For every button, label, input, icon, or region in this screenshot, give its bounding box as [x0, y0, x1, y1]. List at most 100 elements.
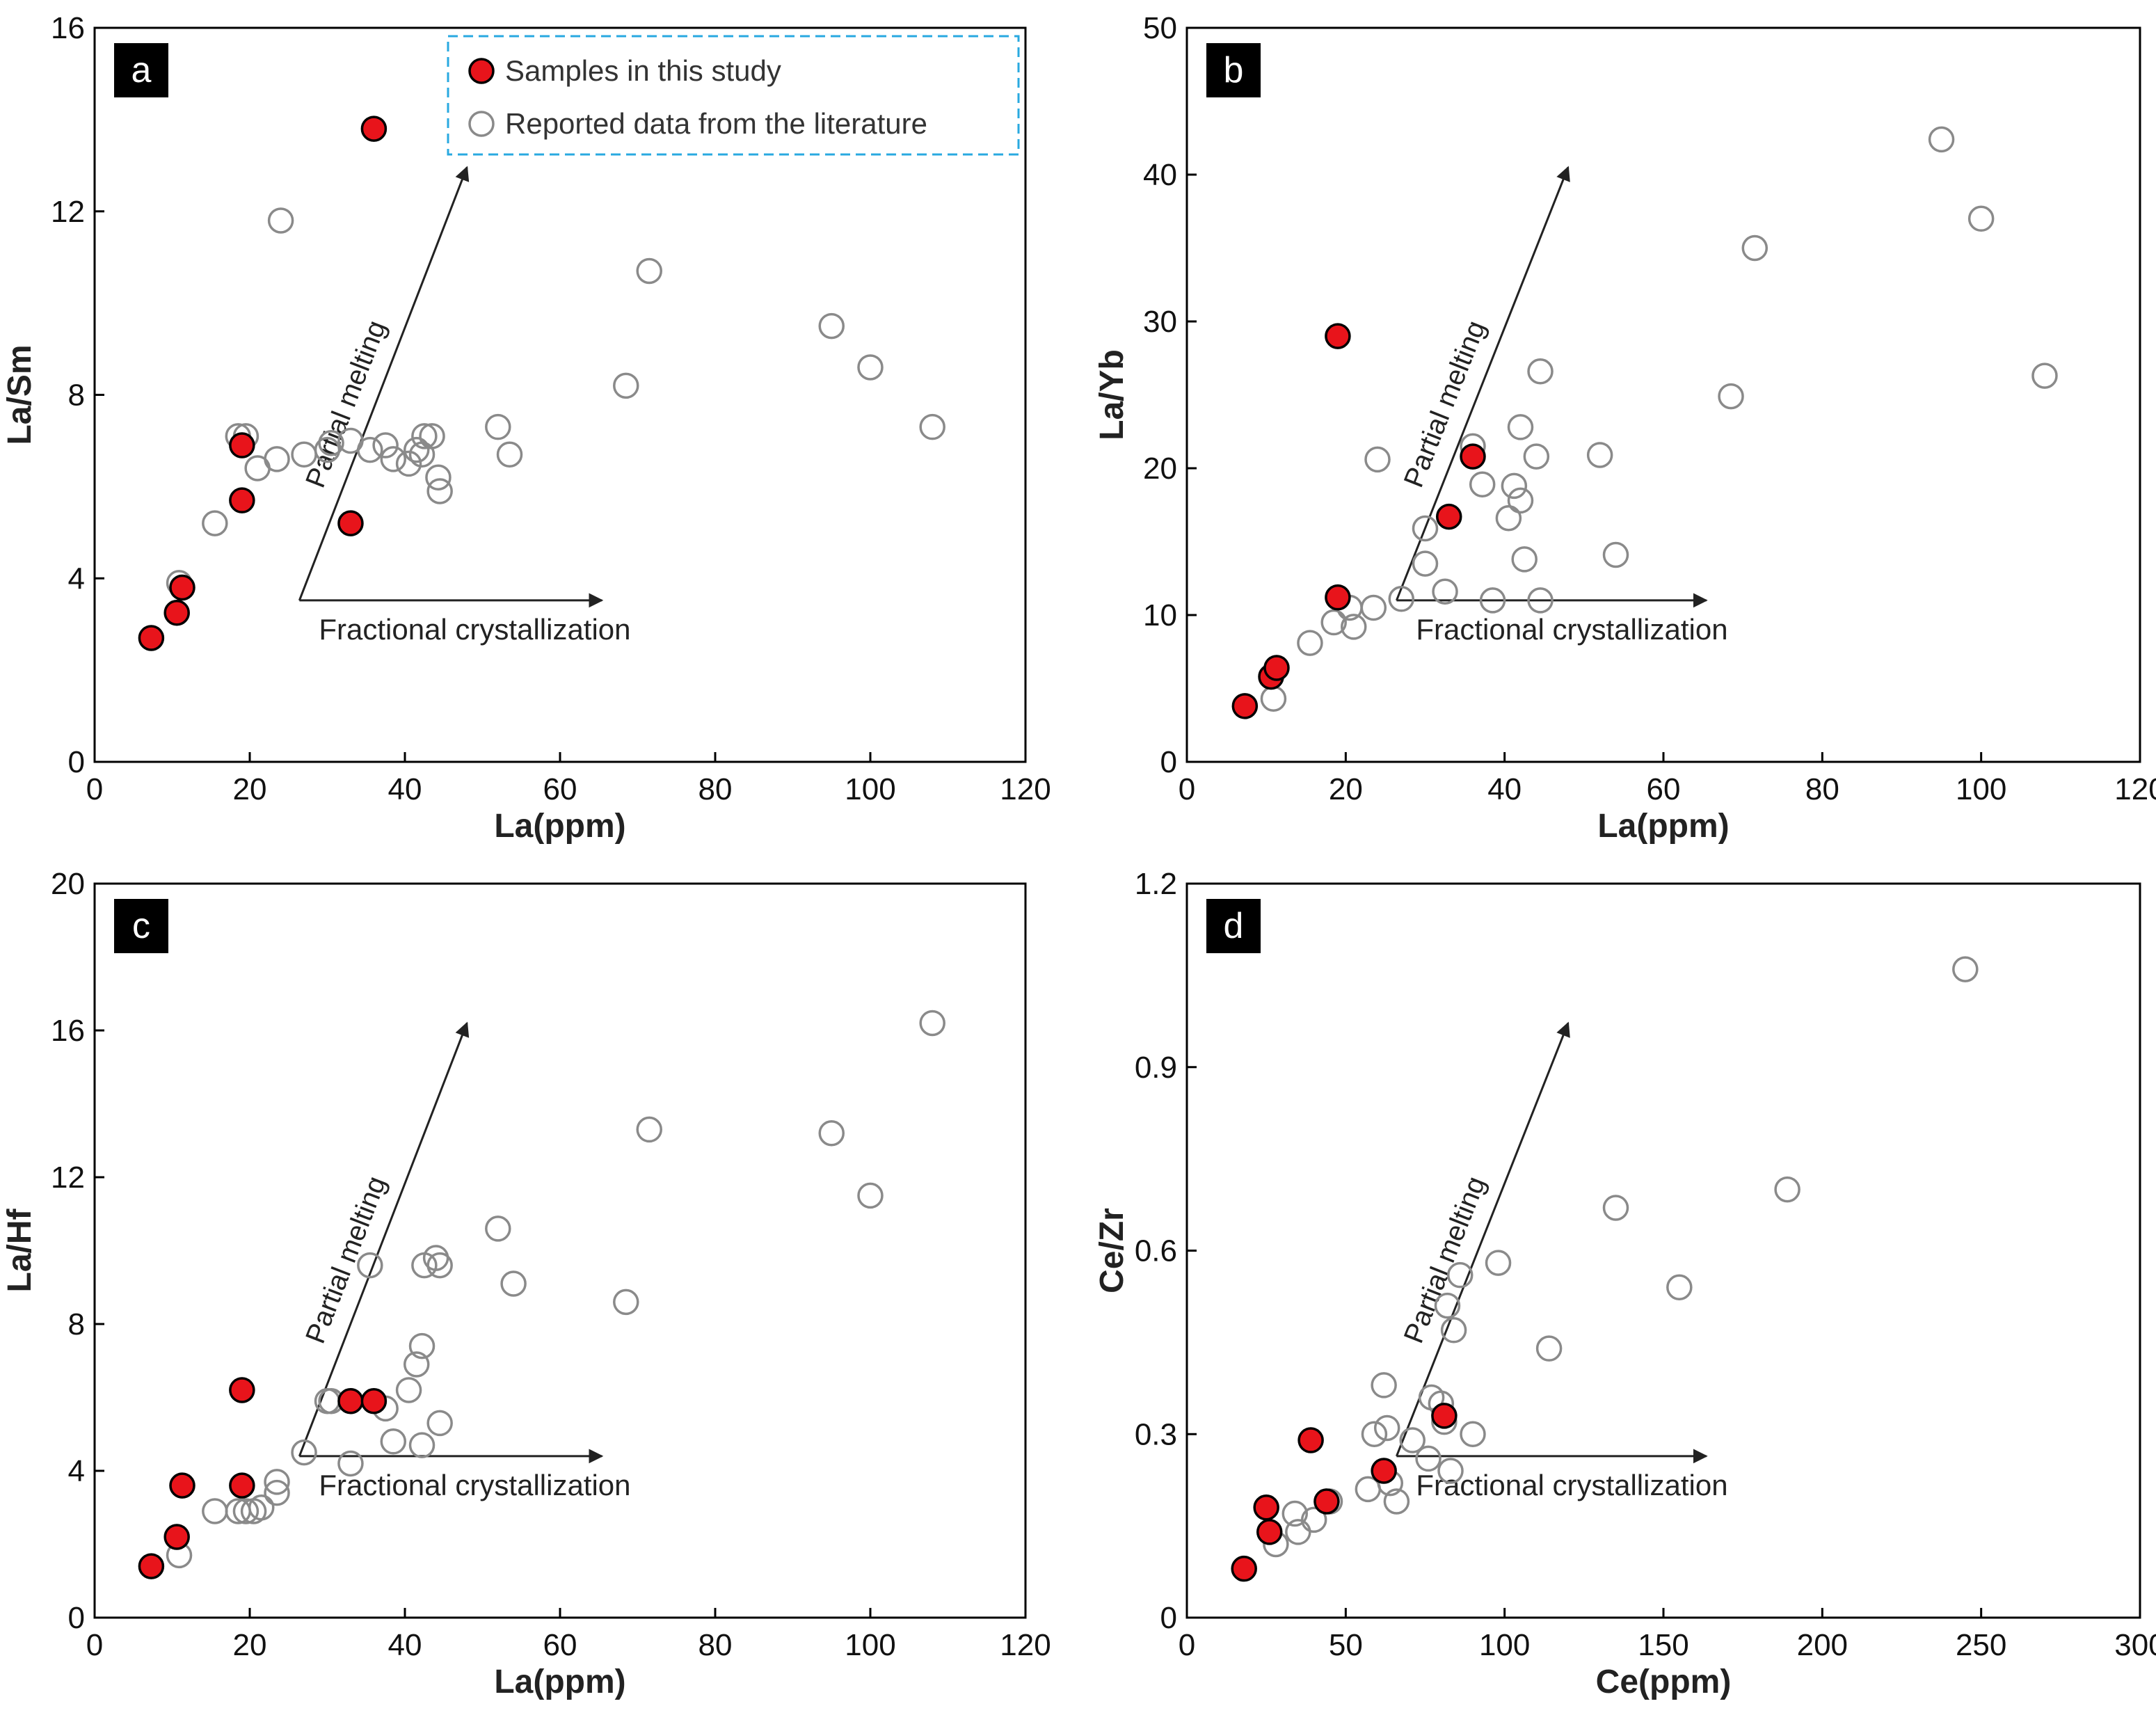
- partial-melting-arrow: [298, 1021, 470, 1457]
- y-tick-label: 0.9: [1135, 1051, 1177, 1085]
- y-axis-label: La/Yb: [1094, 349, 1131, 440]
- y-axis-label: La/Hf: [1, 1208, 38, 1292]
- literature-data-point: [202, 510, 228, 536]
- literature-data-point: [485, 1215, 511, 1242]
- literature-data-point: [248, 1494, 275, 1521]
- sample-data-point: [229, 487, 255, 513]
- fractional-crystallization-label: Fractional crystallization: [1416, 613, 1727, 646]
- y-tick-label: 20: [51, 867, 85, 901]
- y-tick-label: 0: [1160, 1601, 1177, 1635]
- literature-data-point: [1399, 1427, 1426, 1453]
- literature-data-point: [1300, 1506, 1327, 1533]
- literature-data-point: [232, 1498, 259, 1524]
- x-tick-label: 80: [698, 1628, 733, 1662]
- partial-melting-label: Partial melting: [300, 317, 392, 492]
- x-tick-label: 0: [1179, 1628, 1195, 1662]
- literature-data-point: [1361, 1421, 1388, 1447]
- sample-data-point: [1325, 584, 1351, 611]
- literature-data-point: [1460, 1421, 1486, 1447]
- x-tick-label: 120: [2114, 772, 2156, 806]
- y-tick-label: 8: [68, 1307, 85, 1341]
- y-tick-label: 12: [51, 1161, 85, 1195]
- sample-data-point: [1313, 1488, 1340, 1515]
- sample-data-point: [229, 1472, 255, 1499]
- x-tick-label: 120: [1000, 772, 1051, 806]
- sample-data-point: [163, 1524, 190, 1550]
- plot-frame: [1185, 26, 2141, 763]
- x-axis-label: Ce(ppm): [1596, 1664, 1732, 1700]
- y-tick-label: 4: [68, 1454, 85, 1488]
- literature-data-point: [380, 1428, 407, 1455]
- literature-data-point: [1373, 1414, 1400, 1442]
- literature-data-point: [357, 436, 383, 463]
- literature-data-point: [1666, 1274, 1693, 1300]
- literature-data-point: [1260, 685, 1287, 712]
- literature-data-point: [264, 1469, 290, 1495]
- fractional-crystallization-label: Fractional crystallization: [1416, 1469, 1727, 1501]
- y-tick-label: 4: [68, 561, 85, 596]
- y-tick-label: 1.2: [1135, 867, 1177, 901]
- literature-data-point: [613, 372, 639, 399]
- x-tick-label: 0: [1179, 772, 1195, 806]
- literature-data-point: [1952, 956, 1979, 982]
- literature-data-point: [267, 207, 294, 234]
- literature-data-point: [1440, 1317, 1467, 1344]
- literature-data-point: [2031, 362, 2058, 389]
- y-tick-label: 0.3: [1135, 1417, 1177, 1451]
- panel-label-box: [1206, 43, 1261, 97]
- y-tick-label: 0.6: [1135, 1234, 1177, 1268]
- literature-data-point: [1928, 126, 1955, 153]
- sample-data-point: [169, 574, 195, 601]
- literature-data-point: [496, 441, 523, 468]
- x-tick-label: 20: [233, 1628, 267, 1662]
- literature-data-point: [1432, 578, 1458, 605]
- literature-data-point: [1341, 614, 1367, 640]
- x-tick-label: 20: [1329, 772, 1363, 806]
- x-tick-label: 100: [845, 1628, 895, 1662]
- literature-data-point: [426, 478, 453, 504]
- legend-sample-label: Samples in this study: [505, 54, 781, 87]
- literature-data-point: [1507, 487, 1534, 514]
- literature-data-point: [1360, 594, 1387, 621]
- sample-data-point: [337, 1388, 364, 1414]
- literature-data-point: [1602, 1195, 1629, 1221]
- x-tick-label: 80: [698, 772, 733, 806]
- x-tick-label: 40: [388, 772, 422, 806]
- sample-data-point: [1253, 1494, 1279, 1521]
- literature-data-point: [395, 1377, 422, 1403]
- x-tick-label: 200: [1797, 1628, 1848, 1662]
- literature-data-point: [314, 436, 341, 463]
- y-tick-label: 16: [51, 11, 85, 45]
- literature-data-point: [1388, 586, 1414, 612]
- literature-data-point: [318, 429, 344, 456]
- literature-data-point: [419, 423, 445, 449]
- y-tick-label: 40: [1143, 158, 1177, 192]
- literature-data-point: [636, 257, 662, 285]
- literature-data-point: [919, 1010, 945, 1037]
- x-tick-label: 0: [86, 772, 103, 806]
- literature-data-point: [408, 1432, 436, 1458]
- literature-data-point: [1320, 609, 1347, 636]
- x-tick-label: 150: [1638, 1628, 1688, 1662]
- y-tick-label: 0: [68, 1601, 85, 1635]
- literature-data-point: [500, 1270, 527, 1297]
- sample-data-point: [1371, 1458, 1397, 1484]
- literature-data-point: [1383, 1488, 1410, 1515]
- sample-data-point: [1436, 503, 1462, 530]
- y-tick-label: 0: [1160, 745, 1177, 779]
- partial-melting-arrow: [1396, 166, 1570, 601]
- literature-data-point: [857, 1182, 884, 1209]
- sample-data-point: [163, 599, 190, 626]
- x-tick-label: 0: [86, 1628, 103, 1662]
- x-tick-label: 100: [1479, 1628, 1530, 1662]
- legend-sample-marker: [468, 58, 495, 84]
- partial-melting-arrow: [1396, 1021, 1570, 1457]
- literature-data-point: [636, 1116, 662, 1143]
- sample-data-point: [138, 1553, 165, 1579]
- x-tick-label: 100: [1956, 772, 2006, 806]
- y-tick-label: 30: [1143, 305, 1177, 339]
- sample-data-point: [138, 625, 165, 651]
- literature-data-point: [1479, 587, 1506, 614]
- sample-data-point: [1231, 693, 1259, 719]
- panel-c: 0 20 40 60 80 100 120 0 4 8 12 16 20 La(ppm) La/Hf c Par…: [1, 867, 1051, 1700]
